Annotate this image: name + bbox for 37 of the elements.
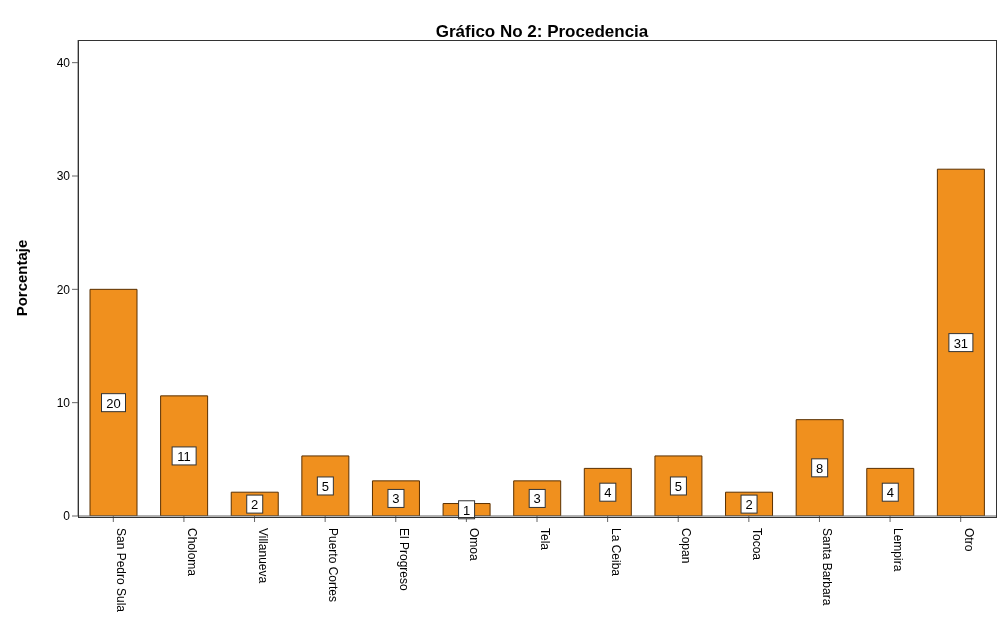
chart-title: Gráfico No 2: Procedencia bbox=[434, 22, 650, 42]
x-tick-label: Puerto Cortes bbox=[326, 528, 341, 603]
data-label: 31 bbox=[953, 335, 969, 351]
data-label: 11 bbox=[177, 448, 191, 464]
data-label: 8 bbox=[816, 460, 824, 476]
x-tick-label: Omoa bbox=[467, 528, 482, 561]
x-tick-label: Copan bbox=[679, 528, 694, 564]
data-label: 4 bbox=[886, 485, 894, 501]
x-tick-label: Tela bbox=[538, 528, 552, 551]
x-tick-label: Villanueva bbox=[255, 528, 270, 584]
x-tick-label: El Progreso bbox=[396, 528, 411, 592]
y-tick-label: 20 bbox=[56, 282, 71, 297]
data-label: 1 bbox=[462, 502, 471, 518]
data-label: 3 bbox=[392, 491, 400, 507]
x-tick-label: Otro bbox=[961, 528, 976, 552]
data-label: 5 bbox=[321, 478, 329, 494]
data-label: 2 bbox=[745, 497, 753, 513]
bar bbox=[795, 419, 844, 516]
x-tick-label: Santa Barbara bbox=[820, 528, 835, 606]
data-label: 20 bbox=[106, 395, 121, 411]
data-label: 4 bbox=[604, 485, 612, 501]
data-label: 3 bbox=[533, 491, 541, 507]
bar bbox=[936, 168, 985, 516]
y-tick-label: 10 bbox=[56, 395, 71, 410]
y-tick-label: 40 bbox=[56, 55, 71, 70]
y-tick-label: 30 bbox=[56, 169, 71, 184]
y-tick-label: 0 bbox=[63, 509, 71, 524]
y-axis-title: Porcentaje bbox=[13, 239, 31, 317]
x-tick-label: Tocoa bbox=[749, 528, 764, 561]
data-label: 2 bbox=[251, 497, 259, 513]
x-tick-label: San Pedro Sula bbox=[114, 528, 129, 613]
bar bbox=[89, 288, 138, 516]
bar bbox=[160, 395, 209, 516]
x-tick-label: Lempira bbox=[891, 528, 906, 572]
x-tick-label: La Ceiba bbox=[608, 528, 623, 577]
data-label: 5 bbox=[674, 478, 683, 494]
x-tick-label: Choloma bbox=[184, 528, 199, 577]
